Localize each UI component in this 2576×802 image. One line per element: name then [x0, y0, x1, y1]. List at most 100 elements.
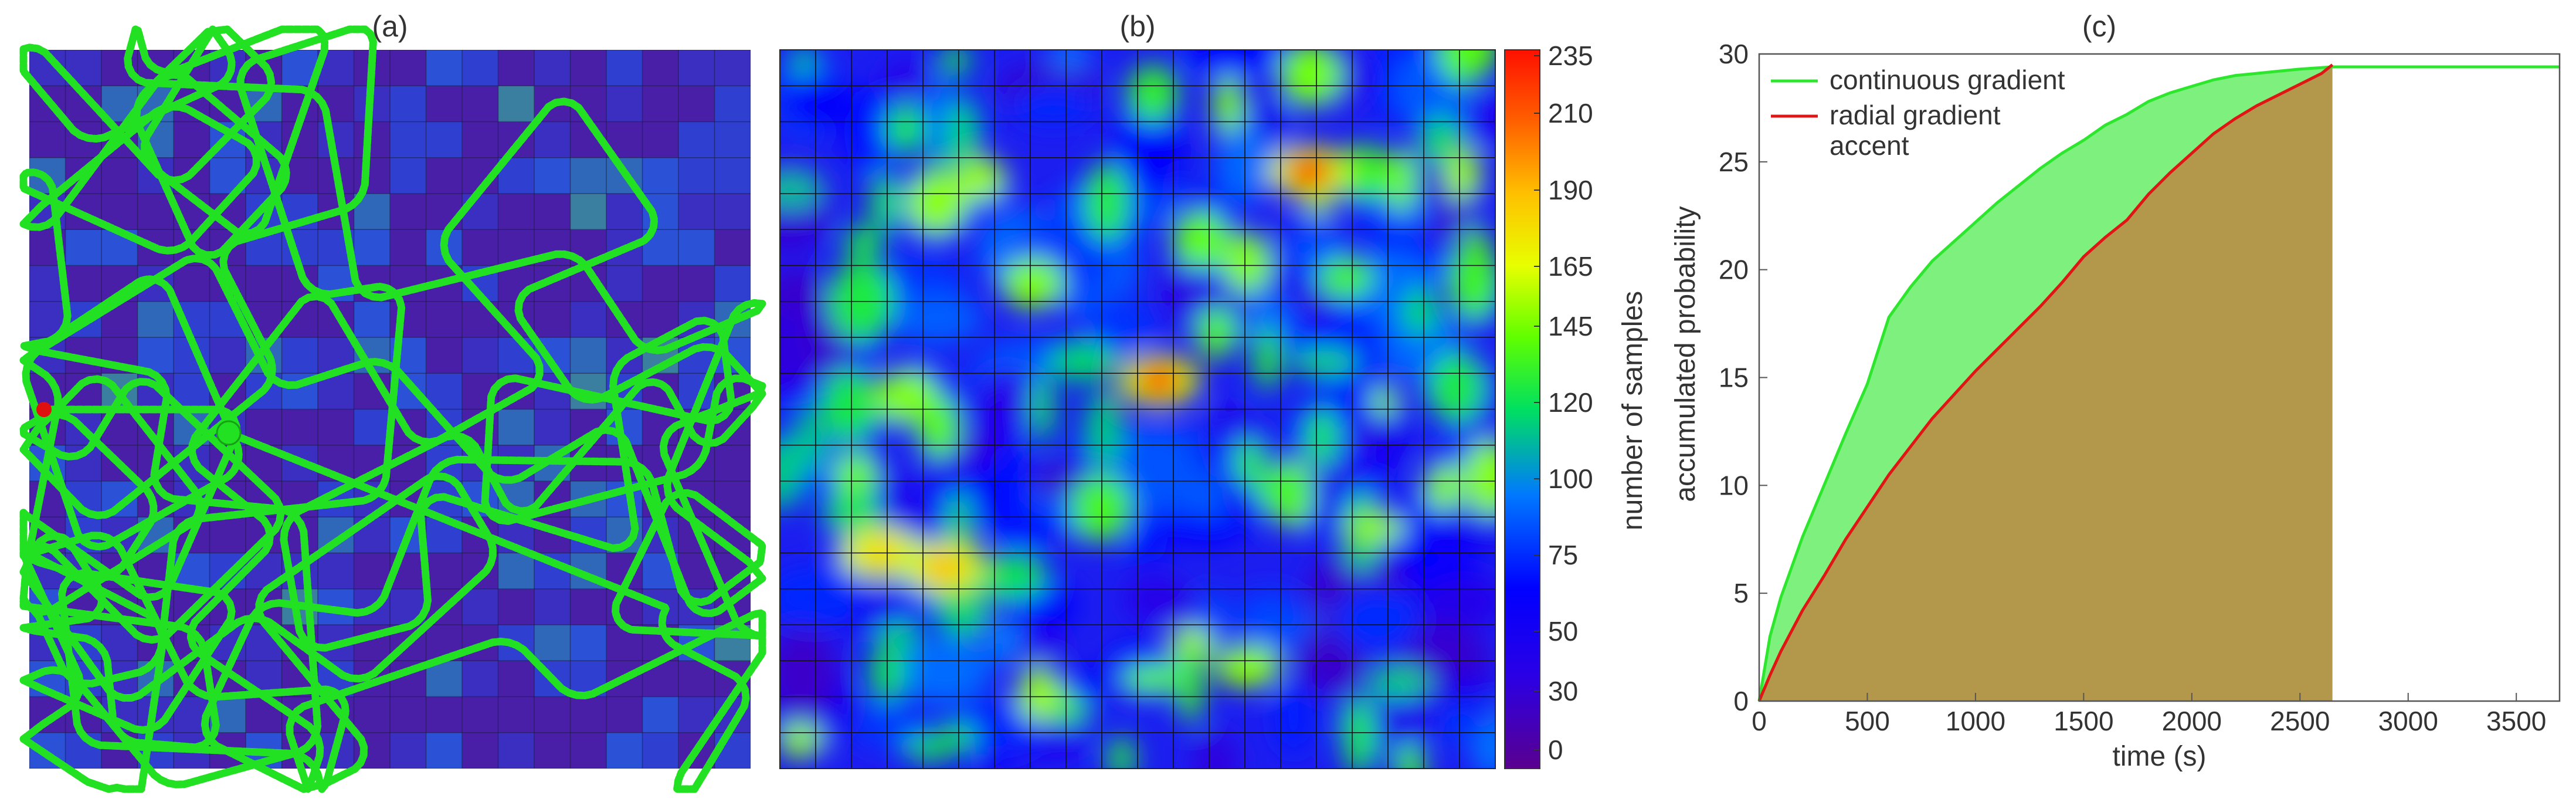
density-blob	[917, 397, 959, 457]
density-blob	[1463, 439, 1495, 516]
coverage-cell	[714, 86, 751, 122]
y-tick-label: 10	[1719, 470, 1749, 500]
colorbar-tick-label: 190	[1548, 175, 1593, 205]
density-blob	[1185, 50, 1285, 78]
density-blob	[844, 87, 901, 174]
density-blob	[1386, 148, 1416, 214]
density-blob	[1127, 65, 1179, 123]
coverage-cell	[354, 409, 391, 446]
coverage-cell	[390, 121, 426, 158]
density-blob	[820, 370, 877, 441]
coverage-cell	[714, 194, 751, 230]
density-blob	[1123, 576, 1187, 622]
density-blob	[1108, 736, 1135, 769]
colorbar-ticks: 235 210 190 165 145 120 100 75 50 30 0	[1534, 40, 1593, 765]
density-blob	[1213, 75, 1244, 133]
density-blob	[939, 50, 971, 76]
x-tick-label: 500	[1845, 706, 1890, 736]
density-blob	[1421, 115, 1460, 163]
coverage-cell	[462, 661, 498, 697]
x-tick-label: 2500	[2270, 706, 2330, 736]
x-tick-label: 3500	[2486, 706, 2546, 736]
coverage-cell	[534, 121, 571, 158]
density-blob	[953, 157, 1006, 200]
density-blob	[855, 703, 926, 747]
density-blob	[1435, 50, 1495, 80]
coverage-cell	[678, 194, 715, 230]
density-blob	[1279, 50, 1341, 107]
density-blob	[792, 50, 815, 77]
hotspot	[921, 551, 968, 584]
coverage-cell	[390, 732, 426, 769]
density-blob	[834, 454, 879, 493]
coverage-cell	[642, 732, 679, 769]
colorbar-label: number of samples	[1617, 291, 1648, 530]
coverage-cell	[354, 229, 391, 266]
coverage-cell	[462, 337, 498, 374]
density-blob	[1223, 232, 1271, 293]
density-blob	[1048, 50, 1090, 71]
coverage-cell	[714, 265, 751, 302]
density-blob	[1448, 241, 1495, 319]
x-axis-label: time (s)	[2113, 741, 2207, 772]
density-blob	[1395, 743, 1426, 769]
coverage-cell	[534, 409, 571, 446]
coverage-cell	[498, 553, 535, 590]
density-blob	[1403, 287, 1439, 336]
coverage-cell	[534, 157, 571, 194]
density-blob	[1084, 162, 1129, 242]
density-blob	[1343, 697, 1375, 769]
density-blob	[1053, 698, 1090, 723]
coverage-cell	[678, 157, 715, 194]
colorbar-gradient	[1504, 49, 1540, 769]
y-tick-label: 20	[1719, 255, 1749, 285]
coverage-cell	[642, 157, 679, 194]
density-blob	[1245, 608, 1319, 652]
coverage-cell	[462, 588, 498, 625]
panel-b-frame	[779, 49, 1496, 769]
area-under-radial-gradient	[1759, 65, 2333, 702]
colorbar-tick-label: 100	[1548, 463, 1593, 494]
density-blob	[1128, 517, 1168, 564]
coverage-cell	[642, 696, 679, 733]
y-tick-label: 0	[1733, 686, 1749, 716]
coverage-cell	[678, 121, 715, 158]
y-tick-label: 25	[1719, 147, 1749, 177]
coverage-cell	[426, 50, 463, 86]
coverage-cell	[678, 50, 715, 86]
coverage-cell	[137, 301, 174, 338]
coverage-cell	[570, 194, 607, 230]
panel-a-robot-path	[19, 25, 766, 793]
coverage-cell	[281, 337, 318, 374]
density-blob	[1193, 732, 1239, 769]
density-blob	[1107, 425, 1202, 515]
panel-a-trajectory-map	[19, 25, 766, 793]
end-marker	[216, 420, 242, 446]
coverage-cell	[462, 50, 498, 86]
density-blob	[871, 172, 897, 232]
coverage-cell	[714, 157, 751, 194]
colorbar-tick-label: 120	[1548, 387, 1593, 418]
coverage-cell	[426, 373, 463, 410]
x-tick-label: 3000	[2378, 706, 2438, 736]
density-blob	[924, 466, 1005, 520]
panel-b-grid	[780, 50, 1495, 769]
density-blob	[1334, 586, 1421, 655]
series-line-radial-gradient	[1757, 63, 2334, 702]
colorbar-tick-label: 235	[1548, 40, 1593, 71]
density-blob	[1445, 505, 1495, 543]
density-blob	[952, 698, 1047, 756]
start-marker	[36, 402, 52, 417]
colorbar-tick-label: 210	[1548, 98, 1593, 128]
coverage-cell	[65, 229, 102, 266]
density-blob	[1032, 374, 1054, 444]
density-blob	[1116, 101, 1167, 192]
density-blob	[1214, 645, 1282, 688]
colorbar-tick-label: 30	[1548, 676, 1578, 706]
density-blob	[1087, 302, 1156, 351]
y-axis-label: accumulated probability	[1670, 206, 1701, 502]
density-blob	[1196, 307, 1236, 359]
legend-label: radial gradient	[1830, 100, 2001, 130]
density-blob	[904, 735, 952, 762]
